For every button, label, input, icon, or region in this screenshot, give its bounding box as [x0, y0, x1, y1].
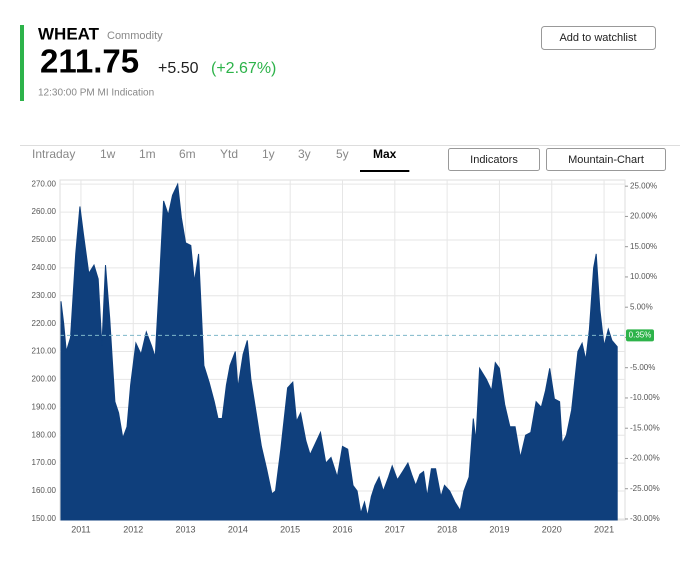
chart: 150.00 160.00 170.00 180.00 190.00 200.00 210.… [32, 179, 660, 534]
tab[interactable]: Max [373, 147, 397, 161]
x-tick-label: 2018 [437, 524, 457, 534]
y-tick-label: 150.00 [32, 514, 57, 523]
chart-style-label[interactable]: Mountain-Chart [568, 154, 644, 166]
tab[interactable]: 6m [179, 147, 196, 161]
tab[interactable]: 1y [262, 147, 275, 161]
y-tick-label: 190.00 [32, 402, 57, 411]
current-badge [626, 329, 654, 342]
x-tick-label: 2019 [489, 524, 509, 534]
indicators-button[interactable] [448, 148, 540, 171]
watchlist-label[interactable]: Add to watchlist [559, 32, 636, 44]
price: 211.75 [40, 43, 139, 80]
chart-style-button[interactable] [546, 148, 666, 171]
y2-tick-label: 20.00% [630, 212, 657, 221]
y2-tick-label: -25.00% [630, 484, 660, 493]
x-tick-label: 2015 [280, 524, 300, 534]
y2-tick-label: 10.00% [630, 272, 657, 281]
x-tick-label: 2014 [228, 524, 248, 534]
y2-tick-label: -10.00% [630, 393, 660, 402]
y-tick-label: 230.00 [32, 291, 57, 300]
symbol: WHEAT [38, 24, 100, 43]
y2-tick-label: 25.00% [630, 181, 657, 190]
accent-bar [20, 25, 24, 101]
y-tick-label: 270.00 [32, 179, 57, 188]
tab[interactable]: 1w [100, 147, 116, 161]
y-tick-label: 180.00 [32, 430, 57, 439]
tab[interactable]: 5y [336, 147, 349, 161]
tab[interactable]: 3y [298, 147, 311, 161]
x-tick-label: 2017 [385, 524, 405, 534]
change: +5.50 [158, 60, 199, 77]
y-tick-label: 210.00 [32, 347, 57, 356]
tab[interactable]: Ytd [220, 147, 238, 161]
tab[interactable]: 1m [139, 147, 156, 161]
x-tick-label: 2011 [71, 524, 90, 534]
y-tick-label: 170.00 [32, 458, 57, 467]
y2-tick-label: -15.00% [630, 423, 660, 432]
y2-tick-label: -5.00% [630, 363, 655, 372]
y-tick-label: 240.00 [32, 263, 57, 272]
y-tick-label: 220.00 [32, 319, 57, 328]
y-tick-label: 200.00 [32, 375, 57, 384]
x-tick-label: 2016 [332, 524, 352, 534]
x-tick-label: 2021 [594, 524, 614, 534]
y-tick-label: 260.00 [32, 207, 57, 216]
area [60, 182, 618, 521]
tab[interactable]: Intraday [32, 147, 75, 161]
type-label: Commodity [107, 30, 163, 42]
y2-tick-label: 15.00% [630, 242, 657, 251]
timestamp: 12:30:00 PM MI Indication [38, 88, 154, 99]
x-tick-label: 2012 [123, 524, 143, 534]
x-tick-label: 2013 [176, 524, 196, 534]
y2-tick-label: -30.00% [630, 514, 660, 523]
y-tick-label: 160.00 [32, 486, 57, 495]
tabs: Intraday 1w 1m 6m Ytd 1y 3y 5y Max [32, 147, 410, 172]
indicators-label[interactable]: Indicators [470, 154, 518, 166]
change-pct: (+2.67%) [211, 60, 276, 77]
y2-tick-label: 5.00% [630, 302, 653, 311]
current-label: 0.35% [629, 330, 652, 339]
y-tick-label: 250.00 [32, 235, 57, 244]
y2-tick-label: -20.00% [630, 454, 660, 463]
x-tick-label: 2020 [542, 524, 562, 534]
watchlist-button[interactable] [541, 26, 656, 50]
